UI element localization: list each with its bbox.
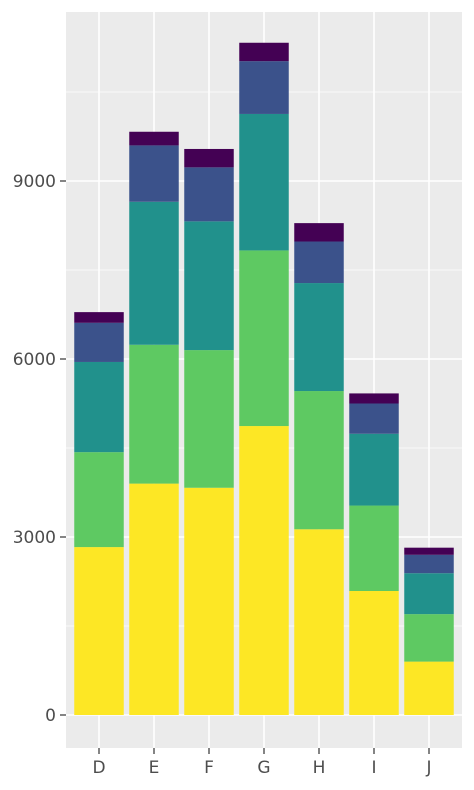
y-tick-label: 0 [45,706,56,726]
x-tick-label: H [313,758,326,778]
x-axis: D E F G H I J [92,748,432,778]
bar-segment-I-5 [349,393,399,404]
bar-segment-J-3 [404,573,454,615]
bar-segment-D-3 [74,361,124,453]
bar-segment-H-1 [294,529,344,715]
y-tick-label: 9000 [13,172,56,192]
bar-segment-F-2 [184,350,234,488]
bar-segment-D-5 [74,312,124,323]
bar-segment-I-1 [349,590,399,715]
bar-segment-F-4 [184,167,234,222]
bar-segment-J-2 [404,614,454,662]
bar-segment-E-4 [129,145,179,202]
bar-segment-E-5 [129,131,179,146]
bar-segment-E-2 [129,344,179,484]
bar-segment-D-2 [74,452,124,548]
y-axis: 0 3000 6000 9000 [13,172,66,726]
bar-segment-E-1 [129,483,179,715]
bar-segment-J-4 [404,554,454,574]
bar-segment-F-3 [184,221,234,351]
bar-segment-H-4 [294,241,344,284]
y-tick-label: 3000 [13,528,56,548]
bar-segment-G-2 [239,250,289,427]
bar-segment-H-2 [294,391,344,530]
bar-segment-F-1 [184,487,234,715]
bar-segment-J-1 [404,661,454,715]
bar-segment-I-2 [349,505,399,591]
bar-segment-D-4 [74,322,124,362]
bar-segment-G-4 [239,61,289,114]
bar-segment-D-1 [74,547,124,715]
x-tick-label: E [149,758,160,778]
bar-segment-E-3 [129,201,179,345]
x-tick-label: D [92,758,105,778]
bar-segment-I-4 [349,403,399,434]
bar-segment-I-3 [349,433,399,506]
bar-segment-G-1 [239,426,289,715]
bars [74,42,454,715]
x-tick-label: G [257,758,270,778]
bar-segment-G-5 [239,42,289,62]
bar-segment-H-5 [294,223,344,242]
bar-segment-H-3 [294,283,344,392]
bar-segment-J-5 [404,547,454,555]
bar-segment-F-5 [184,148,234,168]
bar-segment-G-3 [239,113,289,251]
x-tick-label: F [204,758,214,778]
x-tick-label: J [425,758,431,778]
y-tick-label: 6000 [13,350,56,370]
x-tick-label: I [371,758,376,778]
